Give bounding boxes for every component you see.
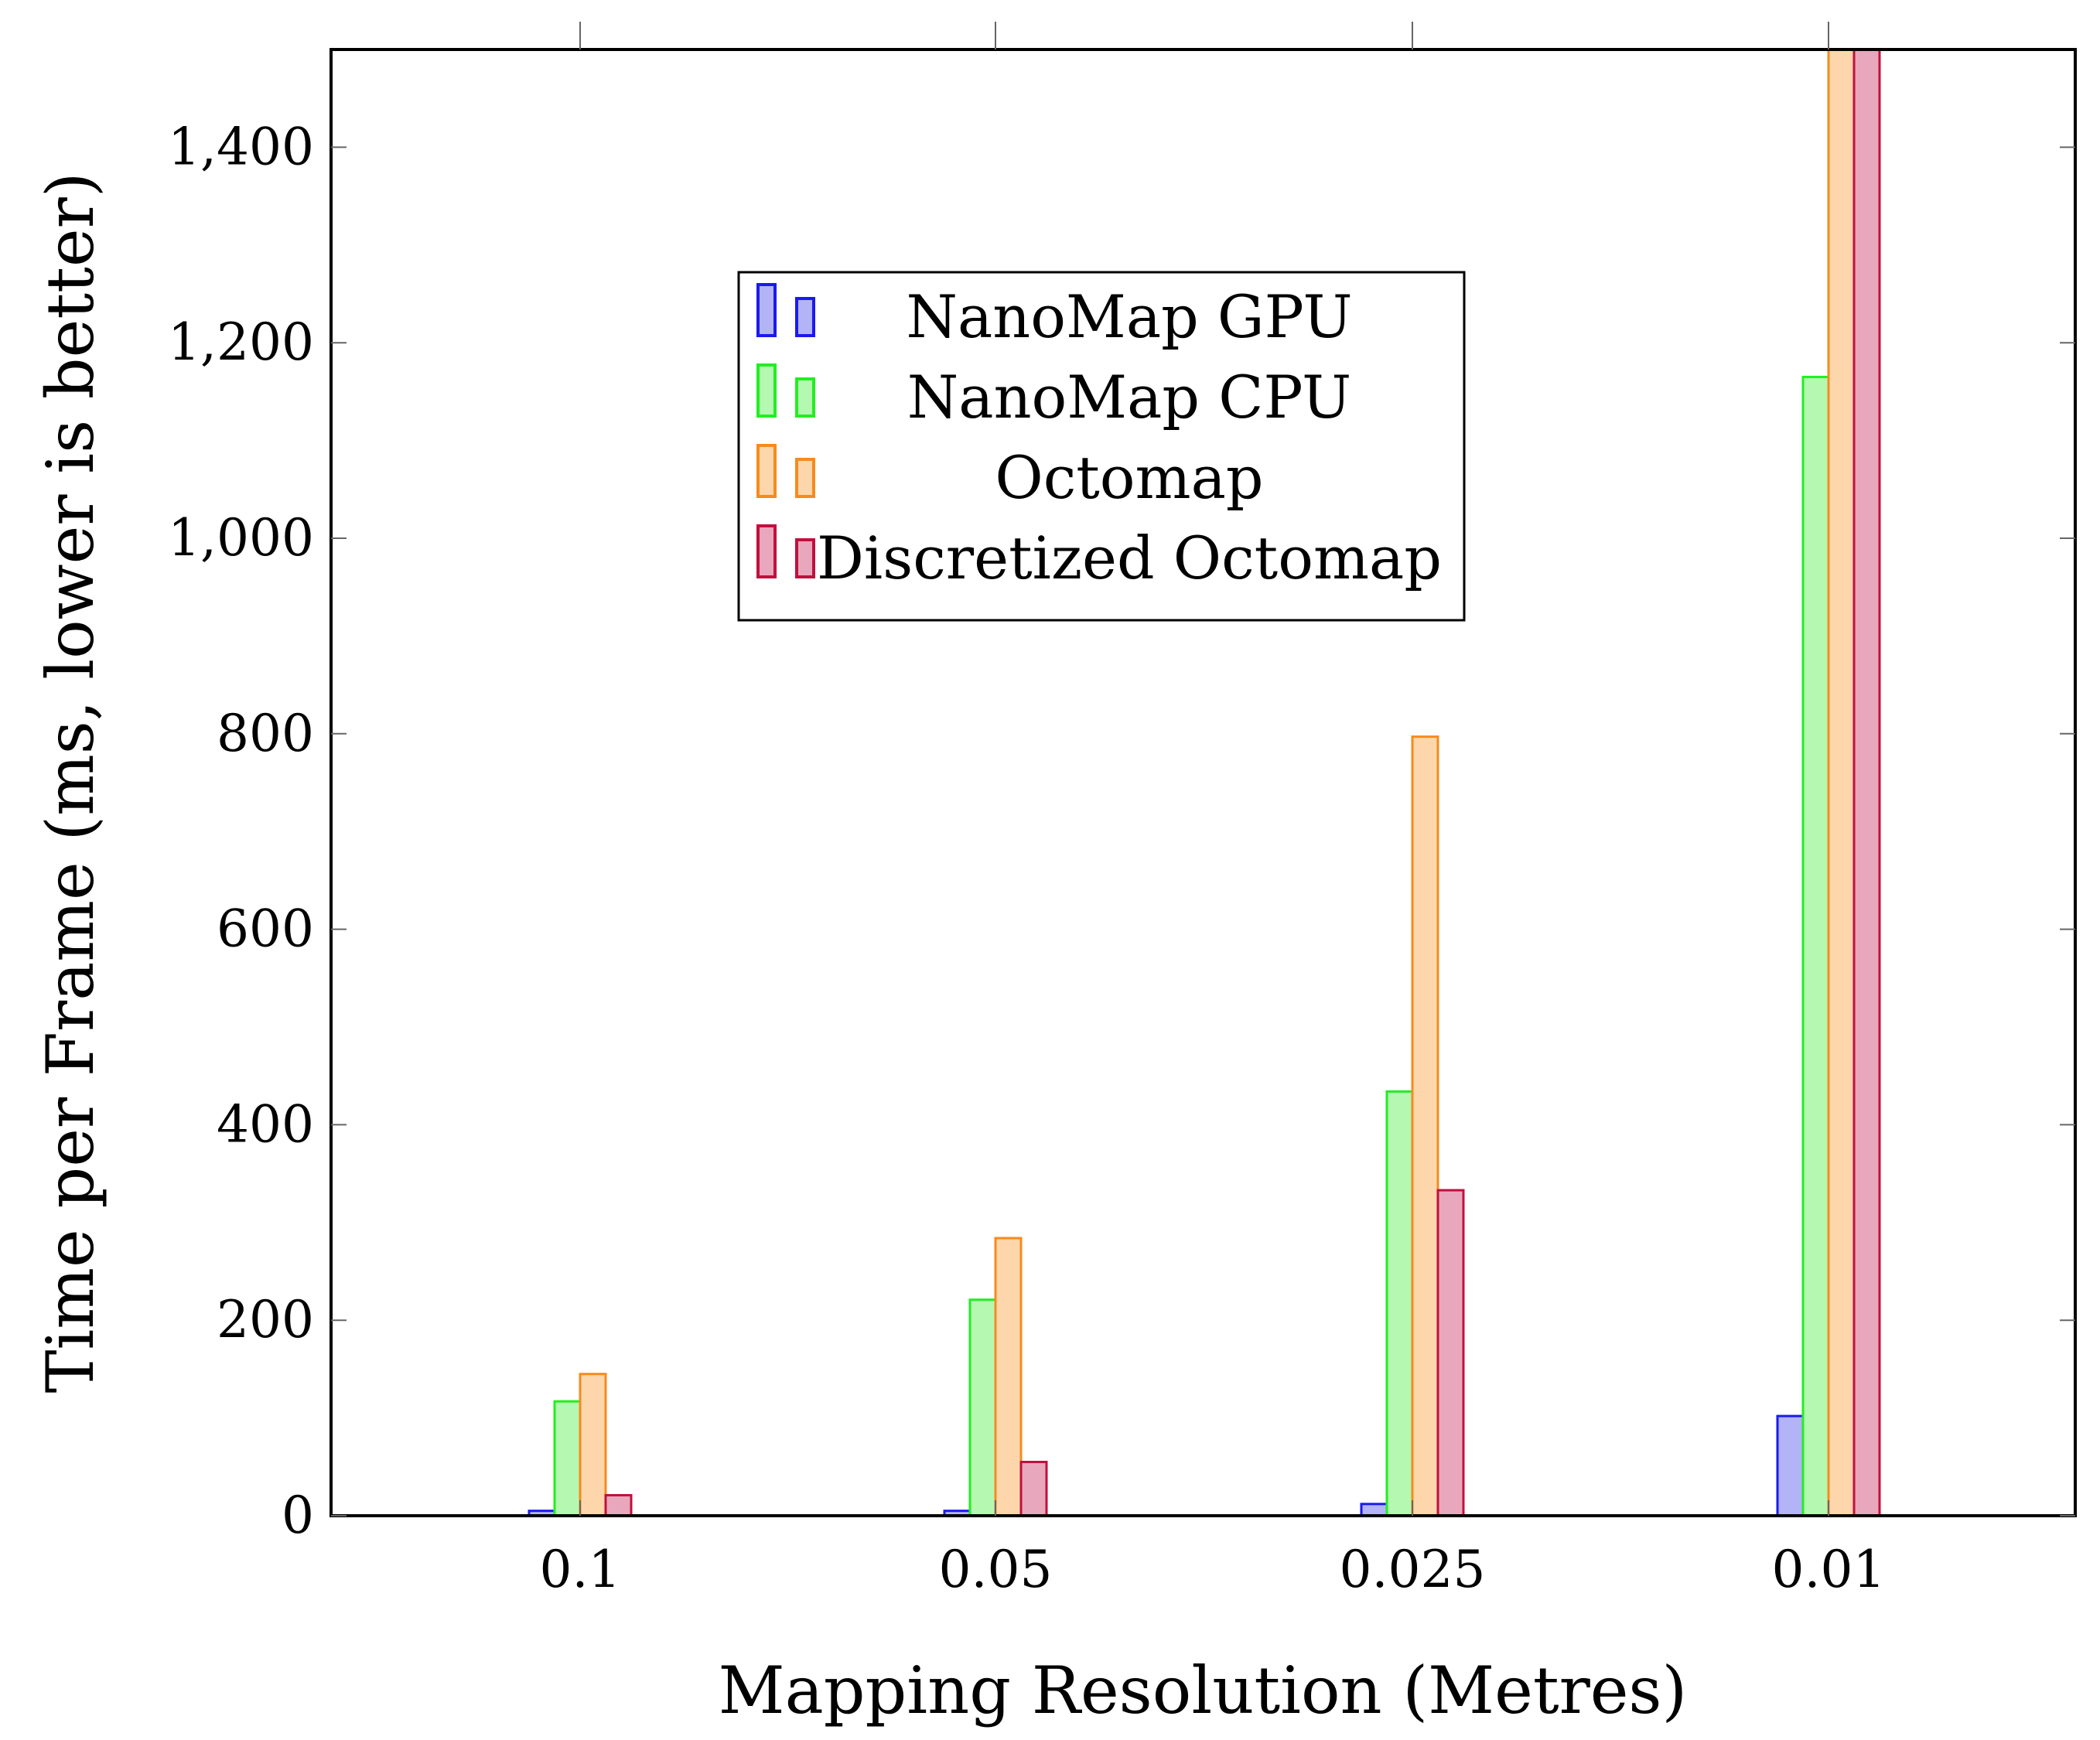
y-tick-label: 200 (217, 1290, 314, 1349)
legend-swatch-short (795, 297, 815, 337)
legend-swatch-short (795, 458, 815, 498)
plot-frame (330, 48, 2077, 1517)
bar-nanomap-gpu-0p025 (1360, 1503, 1388, 1517)
bar-octomap-0p1 (579, 1373, 607, 1517)
legend-swatch-tall (756, 363, 777, 418)
x-tick-label: 0.05 (939, 1540, 1053, 1599)
legend-label: Discretized Octomap (817, 524, 1442, 592)
bar-nanomap-cpu-0p05 (968, 1298, 997, 1517)
bar-octomap-0p025 (1411, 735, 1439, 1517)
x-tick-label: 0.1 (540, 1540, 621, 1599)
legend-swatch-short (795, 538, 815, 578)
bars-layer (528, 48, 1881, 1517)
y-tick-label: 1,400 (168, 117, 314, 176)
legend-items: NanoMap GPU NanoMap CPU Octomap Discretized… (756, 282, 1442, 592)
y-tick-label: 1,200 (168, 312, 314, 372)
x-tick-label: 0.025 (1340, 1540, 1486, 1599)
bar-nanomap-cpu-0p025 (1385, 1090, 1414, 1517)
legend-label: NanoMap CPU (907, 363, 1351, 432)
y-tick-label: 600 (217, 899, 314, 959)
bar-octomap-0p01 (1827, 48, 1856, 1517)
bar-discretized-octomap-0p1 (604, 1493, 633, 1517)
x-axis-title: Mapping Resolution (Metres) (719, 1653, 1688, 1728)
legend-box (737, 271, 1466, 622)
y-tick-label: 0 (282, 1486, 314, 1545)
y-axis-title: Time per Frame (ms, lower is better) (32, 172, 108, 1393)
legend-swatch-tall (756, 444, 777, 498)
y-tick-label: 1,000 (168, 508, 314, 568)
legend: NanoMap GPU NanoMap CPU Octomap Discretized… (737, 271, 1466, 622)
bar-discretized-octomap-0p025 (1436, 1189, 1465, 1517)
legend-swatch-tall (756, 524, 777, 578)
legend-swatch-short (795, 377, 815, 418)
legend-swatch-tall (756, 283, 777, 337)
y-tick-label: 800 (217, 704, 314, 763)
ticks-layer: 0 200 400 600 800 1,000 1,200 1,400 0.1 0.05 0.025… (168, 22, 2075, 1599)
legend-label: Octomap (995, 443, 1263, 512)
bar-nanomap-gpu-0p01 (1776, 1414, 1805, 1517)
legend-label: NanoMap GPU (906, 282, 1352, 351)
bar-nanomap-cpu-0p1 (553, 1400, 582, 1517)
bar-discretized-octomap-0p01 (1852, 48, 1881, 1517)
bar-nanomap-cpu-0p01 (1801, 375, 1830, 1517)
bar-discretized-octomap-0p05 (1019, 1460, 1048, 1517)
y-tick-label: 400 (217, 1094, 314, 1154)
bar-octomap-0p05 (994, 1237, 1023, 1517)
x-tick-label: 0.01 (1772, 1540, 1886, 1599)
